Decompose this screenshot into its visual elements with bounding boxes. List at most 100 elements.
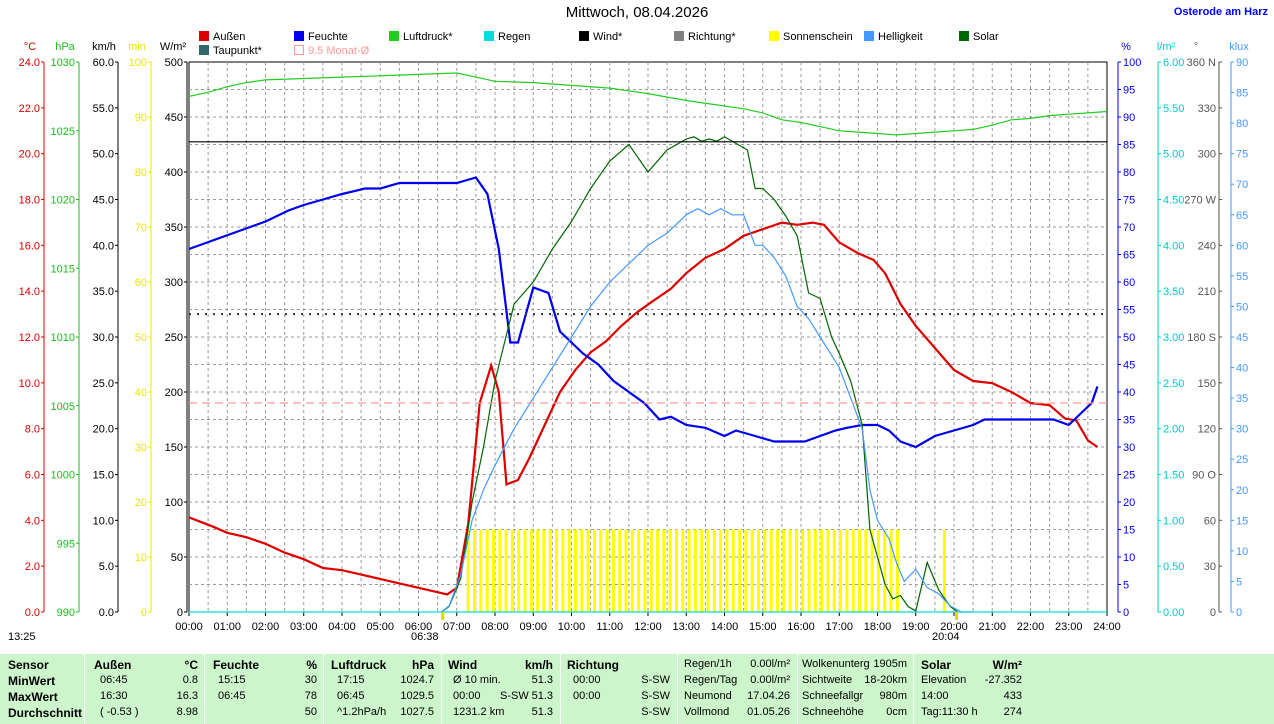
sunshine-bar (542, 529, 546, 612)
y-tick-label: 0 (141, 607, 147, 619)
stats-divider (204, 654, 205, 724)
stats-solar-label: Elevation (921, 674, 967, 686)
stats-wind-value: 51.3 (531, 690, 553, 702)
x-tick-label: 23:00 (1055, 621, 1083, 633)
y-tick-label: 14.0 (19, 286, 40, 298)
y-tick-label: 60 (1236, 240, 1248, 252)
x-tick-label: 10:00 (558, 621, 586, 633)
sunshine-bar (895, 529, 899, 612)
sunshine-bar (491, 529, 495, 612)
y-tick-label: 16.0 (19, 240, 40, 252)
corner-time: 13:25 (8, 631, 36, 643)
series-line-helligkeit (441, 208, 974, 613)
sunshine-bar (586, 529, 590, 612)
stats-solar-label: Tag:11:30 h (921, 706, 978, 718)
stats-misc-value: 17.04.26 (747, 690, 790, 702)
stats-divider (913, 654, 914, 724)
stats-header-wind-unit: km/h (524, 658, 553, 672)
x-tick-label: 24:00 (1093, 621, 1121, 633)
y-tick-label: 18.0 (19, 195, 40, 207)
legend-swatch (769, 31, 779, 41)
y-tick-label: 5.50 (1163, 103, 1184, 115)
sunshine-bar (801, 529, 805, 612)
stats-misc-label: Regen/1h (684, 658, 732, 670)
legend-item: Außen (199, 31, 245, 43)
y-tick-label: 5 (1123, 580, 1129, 592)
y-tick-label: 100 (129, 57, 147, 69)
y-unit-label: W/m² (160, 41, 187, 53)
sunshine-bar (611, 529, 615, 612)
y-tick-label: 995 (57, 538, 75, 550)
y-tick-label: 2.00 (1163, 424, 1184, 436)
stats-solar-value: 433 (1003, 690, 1022, 702)
stats-misc-value: 0cm (886, 706, 907, 718)
y-tick-label: 1000 (51, 470, 75, 482)
y-tick-label: 70 (1123, 222, 1135, 234)
y-tick-label: 5.0 (99, 561, 114, 573)
y-tick-label: 0.50 (1163, 561, 1184, 573)
stats-luftdruck-value: 1029.5 (400, 690, 434, 702)
x-tick-label: 19:00 (902, 621, 930, 633)
sunshine-bar (624, 529, 628, 612)
sunshine-bar (775, 529, 779, 612)
y-tick-label: 65 (1236, 210, 1248, 222)
stats-feuchte-time: 06:45 (218, 690, 246, 702)
sunshine-bar (864, 529, 868, 612)
legend-label: Regen (498, 31, 531, 43)
sunshine-bar (839, 529, 843, 612)
y-tick-label: 20 (1123, 497, 1135, 509)
sunshine-bar (529, 529, 533, 612)
stats-solar-label: 14:00 (921, 690, 949, 702)
y-tick-label: 0 (1236, 607, 1242, 619)
station-name[interactable]: Osterode am Harz (1173, 6, 1268, 18)
y-tick-label: 180 S (1187, 332, 1216, 344)
legend-item: Sonnenschein (769, 31, 853, 43)
x-tick-label: 00:00 (175, 621, 203, 633)
y-unit-label: km/h (92, 41, 116, 53)
sunshine-bar (510, 529, 514, 612)
stats-header-feuchte: Feuchte (213, 658, 260, 672)
stats-misc-label: Wolkenunterg (802, 658, 870, 670)
y-tick-label: 10 (1236, 546, 1248, 558)
y-tick-label: 3.50 (1163, 286, 1184, 298)
y-tick-label: 12.0 (19, 332, 40, 344)
sunshine-bar (693, 529, 697, 612)
y-tick-label: 40 (1123, 387, 1135, 399)
y-tick-label: 35 (1236, 393, 1248, 405)
stats-aussen-value: 8.98 (176, 706, 198, 718)
y-tick-label: 70 (135, 222, 147, 234)
stats-solar-value: 274 (1003, 706, 1022, 718)
legend-swatch (864, 31, 874, 41)
y-tick-label: 15 (1123, 525, 1135, 537)
sunshine-bar (889, 529, 893, 612)
legend-item: 9.5 Monat-Ø (294, 45, 369, 57)
stats-divider (560, 654, 561, 724)
legend-label: Helligkeit (878, 31, 923, 43)
stats-row-label: MinWert (8, 674, 56, 688)
sunshine-bar (668, 529, 672, 612)
legend-label: Solar (973, 31, 999, 43)
legend-label: Feuchte (308, 31, 348, 43)
stats-aussen-value: 16.3 (176, 690, 198, 702)
y-tick-label: 55 (1236, 271, 1248, 283)
sunshine-bar (813, 529, 817, 612)
legend-item: Taupunkt* (199, 45, 262, 57)
sunshine-bar (750, 529, 754, 612)
sunshine-bar (643, 529, 647, 612)
stats-row-label: MaxWert (8, 690, 58, 704)
sunshine-bar (845, 529, 849, 612)
y-tick-label: 0.00 (1163, 607, 1184, 619)
y-tick-label: 85 (1236, 88, 1248, 100)
y-tick-label: 6.0 (25, 470, 40, 482)
legend-swatch (674, 31, 684, 41)
legend-label: Sonnenschein (783, 31, 853, 43)
y-tick-label: 50 (135, 332, 147, 344)
y-tick-label: 15 (1236, 515, 1248, 527)
sunshine-bar (637, 529, 641, 612)
y-tick-label: 360 N (1187, 57, 1216, 69)
stats-misc-value: 980m (879, 690, 907, 702)
y-tick-label: 350 (165, 222, 183, 234)
stats-luftdruck-time: 17:15 (337, 674, 365, 686)
y-tick-label: 20 (1236, 485, 1248, 497)
y-tick-label: 200 (165, 387, 183, 399)
